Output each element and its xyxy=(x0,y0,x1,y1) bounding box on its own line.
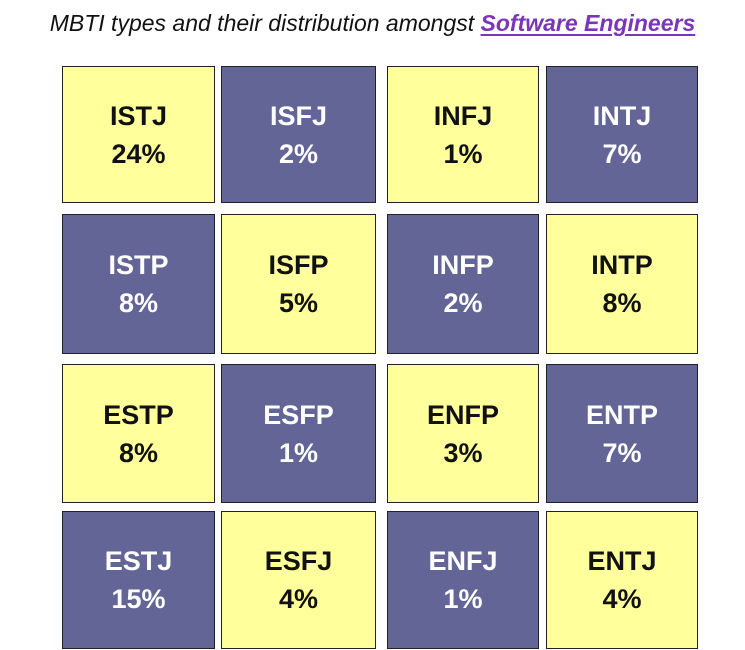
mbti-cell-istp: ISTP 8% xyxy=(62,214,215,354)
mbti-cell-isfj: ISFJ 2% xyxy=(221,66,376,203)
mbti-cell-entj: ENTJ 4% xyxy=(546,511,698,649)
mbti-type-label: ESFP xyxy=(263,399,334,430)
chart-title: MBTI types and their distribution amongs… xyxy=(0,10,745,37)
mbti-percent-label: 8% xyxy=(118,437,159,468)
mbti-percent-label: 1% xyxy=(278,437,319,468)
mbti-percent-label: 1% xyxy=(443,138,483,169)
mbti-cell-enfp: ENFP 3% xyxy=(387,364,539,503)
mbti-percent-label: 7% xyxy=(602,437,642,468)
mbti-type-label: INFJ xyxy=(433,100,493,131)
software-engineers-link[interactable]: Software Engineers xyxy=(480,10,696,36)
mbti-percent-label: 4% xyxy=(278,584,319,614)
mbti-percent-label: 3% xyxy=(443,437,483,468)
mbti-cell-entp: ENTP 7% xyxy=(546,364,698,503)
mbti-cell-estp: ESTP 8% xyxy=(62,364,215,503)
mbti-type-label: ISTP xyxy=(108,250,169,280)
mbti-percent-label: 15% xyxy=(111,584,166,614)
mbti-type-label: ISFJ xyxy=(269,100,328,131)
mbti-cell-intp: INTP 8% xyxy=(546,214,698,354)
mbti-cell-esfp: ESFP 1% xyxy=(221,364,376,503)
mbti-cell-esfj: ESFJ 4% xyxy=(221,511,376,649)
mbti-percent-label: 8% xyxy=(118,288,159,318)
mbti-type-label: ENTJ xyxy=(587,546,657,576)
mbti-percent-label: 7% xyxy=(602,138,642,169)
mbti-type-label: ESFJ xyxy=(264,546,333,576)
mbti-percent-label: 4% xyxy=(602,584,642,614)
mbti-percent-label: 24% xyxy=(111,138,166,169)
mbti-type-label: INTP xyxy=(591,250,653,280)
mbti-type-label: ESTP xyxy=(103,399,174,430)
mbti-percent-label: 8% xyxy=(602,288,642,318)
title-text: MBTI types and their distribution amongs… xyxy=(49,10,481,36)
mbti-cell-infj: INFJ 1% xyxy=(387,66,539,203)
mbti-type-label: ISFP xyxy=(268,250,329,280)
mbti-cell-infp: INFP 2% xyxy=(387,214,539,354)
mbti-type-label: ESTJ xyxy=(104,546,173,576)
mbti-percent-label: 1% xyxy=(443,584,483,614)
mbti-type-label: ISTJ xyxy=(109,100,168,131)
mbti-percent-label: 5% xyxy=(278,288,319,318)
mbti-cell-enfj: ENFJ 1% xyxy=(387,511,539,649)
mbti-cell-estj: ESTJ 15% xyxy=(62,511,215,649)
mbti-percent-label: 2% xyxy=(443,288,483,318)
mbti-cell-isfp: ISFP 5% xyxy=(221,214,376,354)
mbti-type-label: INFP xyxy=(432,250,494,280)
mbti-percent-label: 2% xyxy=(278,138,319,169)
mbti-type-label: ENTP xyxy=(585,399,658,430)
mbti-type-label: INTJ xyxy=(592,100,652,131)
mbti-cell-intj: INTJ 7% xyxy=(546,66,698,203)
mbti-type-label: ENFP xyxy=(426,399,499,430)
mbti-type-label: ENFJ xyxy=(428,546,498,576)
mbti-cell-istj: ISTJ 24% xyxy=(62,66,215,203)
